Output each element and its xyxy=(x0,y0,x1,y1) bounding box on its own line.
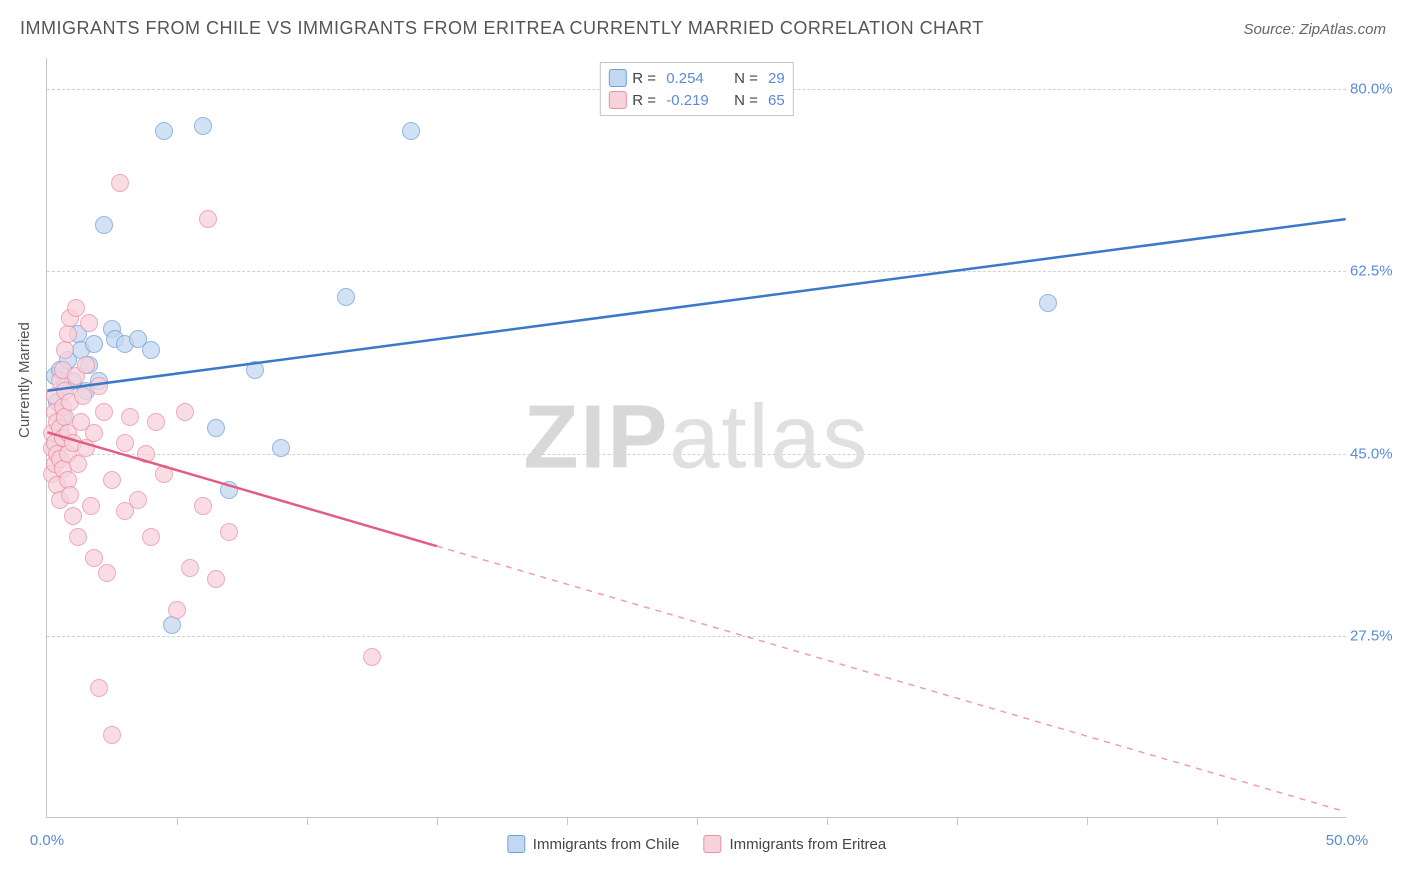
scatter-point xyxy=(59,325,77,343)
legend-r-label: R = xyxy=(632,70,656,87)
scatter-point xyxy=(142,341,160,359)
scatter-point xyxy=(77,356,95,374)
scatter-point xyxy=(1039,294,1057,312)
chart-title: IMMIGRANTS FROM CHILE VS IMMIGRANTS FROM… xyxy=(20,18,984,39)
scatter-point xyxy=(69,455,87,473)
y-axis-title: Currently Married xyxy=(16,322,33,438)
scatter-point xyxy=(95,216,113,234)
scatter-point xyxy=(194,497,212,515)
legend-correlation-row: R = 0.254 N = 29 xyxy=(608,67,784,89)
legend-swatch xyxy=(608,69,626,87)
scatter-point xyxy=(85,335,103,353)
scatter-point xyxy=(64,507,82,525)
legend-swatch xyxy=(507,835,525,853)
scatter-point xyxy=(111,174,129,192)
legend-n-label: N = xyxy=(734,70,758,87)
trend-line-dashed xyxy=(437,546,1346,812)
scatter-point xyxy=(90,377,108,395)
scatter-point xyxy=(337,288,355,306)
trend-line xyxy=(47,432,436,546)
chart-source: Source: ZipAtlas.com xyxy=(1243,21,1386,38)
x-tick xyxy=(1217,817,1218,825)
scatter-point xyxy=(142,528,160,546)
y-tick-label: 45.0% xyxy=(1350,445,1404,462)
scatter-point xyxy=(95,403,113,421)
chart-header: IMMIGRANTS FROM CHILE VS IMMIGRANTS FROM… xyxy=(20,18,1386,39)
scatter-point xyxy=(103,726,121,744)
scatter-point xyxy=(155,465,173,483)
scatter-point xyxy=(246,361,264,379)
scatter-point xyxy=(402,122,420,140)
scatter-point xyxy=(176,403,194,421)
x-tick xyxy=(567,817,568,825)
legend-n-value: 65 xyxy=(764,92,785,109)
scatter-point xyxy=(207,419,225,437)
trend-line xyxy=(47,219,1345,391)
scatter-point xyxy=(272,439,290,457)
x-tick xyxy=(1087,817,1088,825)
watermark-rest: atlas xyxy=(669,387,869,487)
scatter-point xyxy=(137,445,155,463)
y-tick-label: 80.0% xyxy=(1350,81,1404,98)
scatter-point xyxy=(61,486,79,504)
scatter-point xyxy=(98,564,116,582)
scatter-point xyxy=(85,424,103,442)
scatter-point xyxy=(168,601,186,619)
legend-correlation-row: R = -0.219 N = 65 xyxy=(608,89,784,111)
scatter-point xyxy=(220,523,238,541)
scatter-point xyxy=(207,570,225,588)
legend-swatch xyxy=(704,835,722,853)
x-tick xyxy=(957,817,958,825)
scatter-point xyxy=(155,122,173,140)
watermark-bold: ZIP xyxy=(523,387,669,487)
x-tick xyxy=(307,817,308,825)
scatter-point xyxy=(103,471,121,489)
legend-series: Immigrants from Chile Immigrants from Eri… xyxy=(507,835,886,853)
chart-svg-layer xyxy=(47,58,1346,817)
watermark: ZIPatlas xyxy=(523,386,869,489)
scatter-point xyxy=(181,559,199,577)
legend-series-label: Immigrants from Chile xyxy=(533,836,680,853)
scatter-point xyxy=(69,528,87,546)
x-tick xyxy=(697,817,698,825)
legend-r-label: R = xyxy=(632,92,656,109)
x-tick xyxy=(437,817,438,825)
scatter-point xyxy=(199,210,217,228)
legend-r-value: 0.254 xyxy=(662,70,718,87)
y-tick-label: 27.5% xyxy=(1350,627,1404,644)
legend-r-value: -0.219 xyxy=(662,92,718,109)
legend-series-label: Immigrants from Eritrea xyxy=(730,836,887,853)
x-tick xyxy=(827,817,828,825)
scatter-point xyxy=(56,341,74,359)
legend-series-item: Immigrants from Eritrea xyxy=(704,835,887,853)
scatter-point xyxy=(116,434,134,452)
scatter-point xyxy=(67,299,85,317)
scatter-point xyxy=(129,491,147,509)
scatter-point xyxy=(163,616,181,634)
scatter-point xyxy=(90,679,108,697)
scatter-point xyxy=(85,549,103,567)
scatter-point xyxy=(74,387,92,405)
scatter-point xyxy=(147,413,165,431)
scatter-point xyxy=(77,439,95,457)
gridline xyxy=(47,271,1346,272)
scatter-point xyxy=(121,408,139,426)
legend-series-item: Immigrants from Chile xyxy=(507,835,680,853)
gridline xyxy=(47,454,1346,455)
legend-correlation: R = 0.254 N = 29 R = -0.219 N = 65 xyxy=(599,62,793,116)
scatter-point xyxy=(220,481,238,499)
x-tick-label: 50.0% xyxy=(1326,832,1369,849)
gridline xyxy=(47,636,1346,637)
y-tick-label: 62.5% xyxy=(1350,263,1404,280)
plot-area: ZIPatlas R = 0.254 N = 29 R = -0.219 N = 65… xyxy=(46,58,1346,818)
legend-swatch xyxy=(608,91,626,109)
x-tick xyxy=(177,817,178,825)
x-tick-label: 0.0% xyxy=(30,832,64,849)
scatter-point xyxy=(80,314,98,332)
legend-n-value: 29 xyxy=(764,70,785,87)
scatter-point xyxy=(194,117,212,135)
legend-n-label: N = xyxy=(734,92,758,109)
scatter-point xyxy=(363,648,381,666)
scatter-point xyxy=(82,497,100,515)
